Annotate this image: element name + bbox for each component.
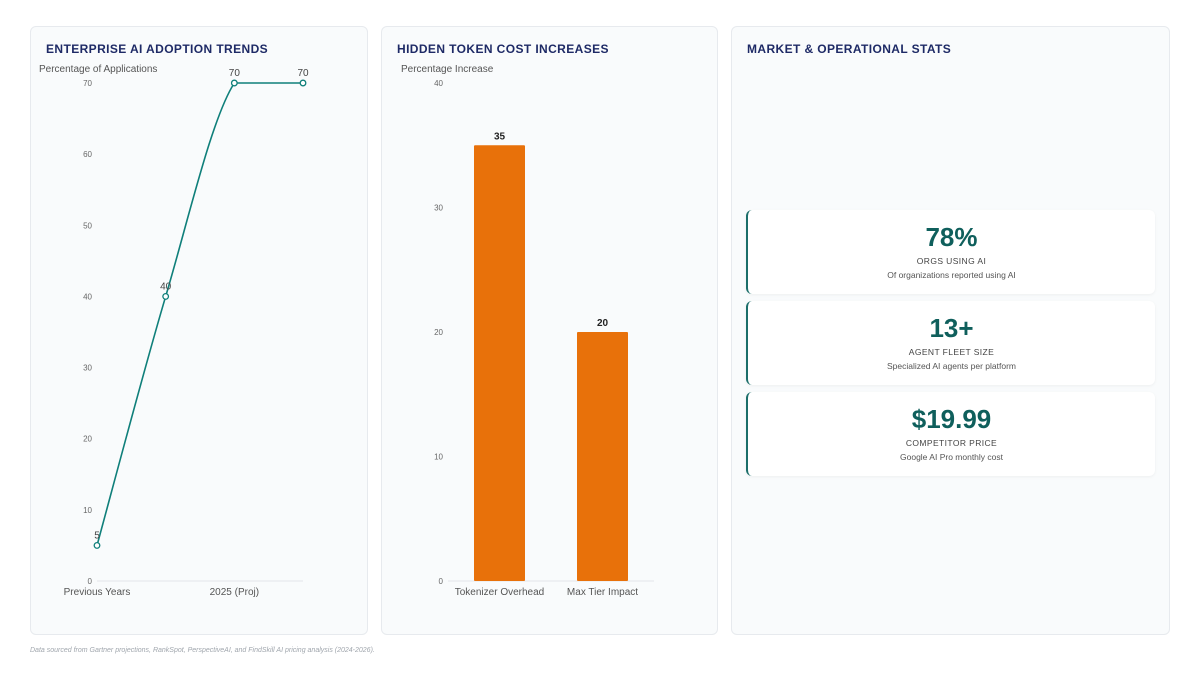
x-tick-label: Previous Years: [64, 587, 131, 598]
token-cost-chart-title: HIDDEN TOKEN COST INCREASES: [397, 42, 609, 56]
y-tick-label: 10: [83, 506, 92, 515]
x-tick-label: Tokenizer Overhead: [455, 587, 545, 598]
market-stats-title: MARKET & OPERATIONAL STATS: [747, 42, 952, 56]
stat-description: Of organizations reported using AI: [887, 270, 1016, 280]
stat-value: 78%: [925, 222, 978, 252]
stat-value: $19.99: [911, 404, 992, 434]
y-tick-label: 20: [434, 328, 443, 337]
x-tick-label: 2025 (Proj): [210, 587, 259, 598]
stat-card-orgs-using-ai: 78% ORGS USING AI Of organizations repor…: [746, 210, 1155, 294]
stat-label: AGENT FLEET SIZE: [908, 347, 995, 357]
y-axis-label: Percentage of Applications: [39, 64, 157, 75]
adoption-chart-panel: ENTERPRISE AI ADOPTION TRENDS 0 10 20 30 40 5…: [30, 26, 368, 635]
data-label: 70: [229, 68, 241, 79]
stat-card-agent-fleet-size: 13+ AGENT FLEET SIZE Specialized AI agen…: [746, 301, 1155, 385]
token-cost-bar-chart: 0 10 20 30 40 Percentage Increase 35 Tokenizer …: [401, 64, 654, 598]
adoption-series-line: [96, 82, 303, 546]
bar-value-label: 35: [494, 131, 506, 142]
data-label: 70: [297, 68, 309, 79]
bar-value-label: 20: [597, 318, 609, 329]
y-axis-label: Percentage Increase: [401, 64, 494, 75]
y-tick-label: 20: [83, 435, 92, 444]
data-point: [162, 292, 170, 300]
data-point: [230, 79, 238, 87]
y-tick-label: 40: [434, 79, 443, 88]
y-tick-label: 70: [83, 79, 92, 88]
y-tick-label: 10: [434, 453, 443, 462]
y-tick-label: 0: [88, 577, 93, 586]
stat-label: COMPETITOR PRICE: [905, 438, 998, 448]
x-tick-label: Max Tier Impact: [567, 587, 638, 598]
data-point: [93, 541, 101, 549]
y-tick-label: 60: [83, 150, 92, 159]
token-cost-chart-panel: HIDDEN TOKEN COST INCREASES 0 10 20 30 40 Per…: [381, 26, 718, 635]
stat-card-competitor-price: $19.99 COMPETITOR PRICE Google AI Pro mo…: [746, 392, 1155, 476]
y-tick-label: 30: [83, 364, 92, 373]
stat-value: 13+: [929, 313, 974, 343]
y-tick-label: 0: [439, 577, 444, 586]
y-tick-label: 40: [83, 292, 92, 301]
y-tick-label: 30: [434, 204, 443, 213]
bar: [577, 332, 628, 581]
stat-label: ORGS USING AI: [916, 256, 987, 266]
stat-description: Google AI Pro monthly cost: [900, 452, 1003, 462]
market-stats-panel: MARKET & OPERATIONAL STATS 78% ORGS USIN…: [731, 26, 1170, 635]
stat-description: Specialized AI agents per platform: [887, 361, 1016, 371]
adoption-chart-title: ENTERPRISE AI ADOPTION TRENDS: [46, 42, 269, 56]
data-source-footnote: Data sourced from Gartner projections, R…: [30, 647, 375, 654]
data-label: 5: [94, 530, 100, 541]
y-tick-label: 50: [83, 221, 92, 230]
bar: [474, 145, 525, 581]
data-label: 40: [160, 281, 172, 292]
data-point: [299, 79, 307, 87]
adoption-line-chart: 0 10 20 30 40 50 60 70 Percentage of Application…: [39, 64, 309, 598]
